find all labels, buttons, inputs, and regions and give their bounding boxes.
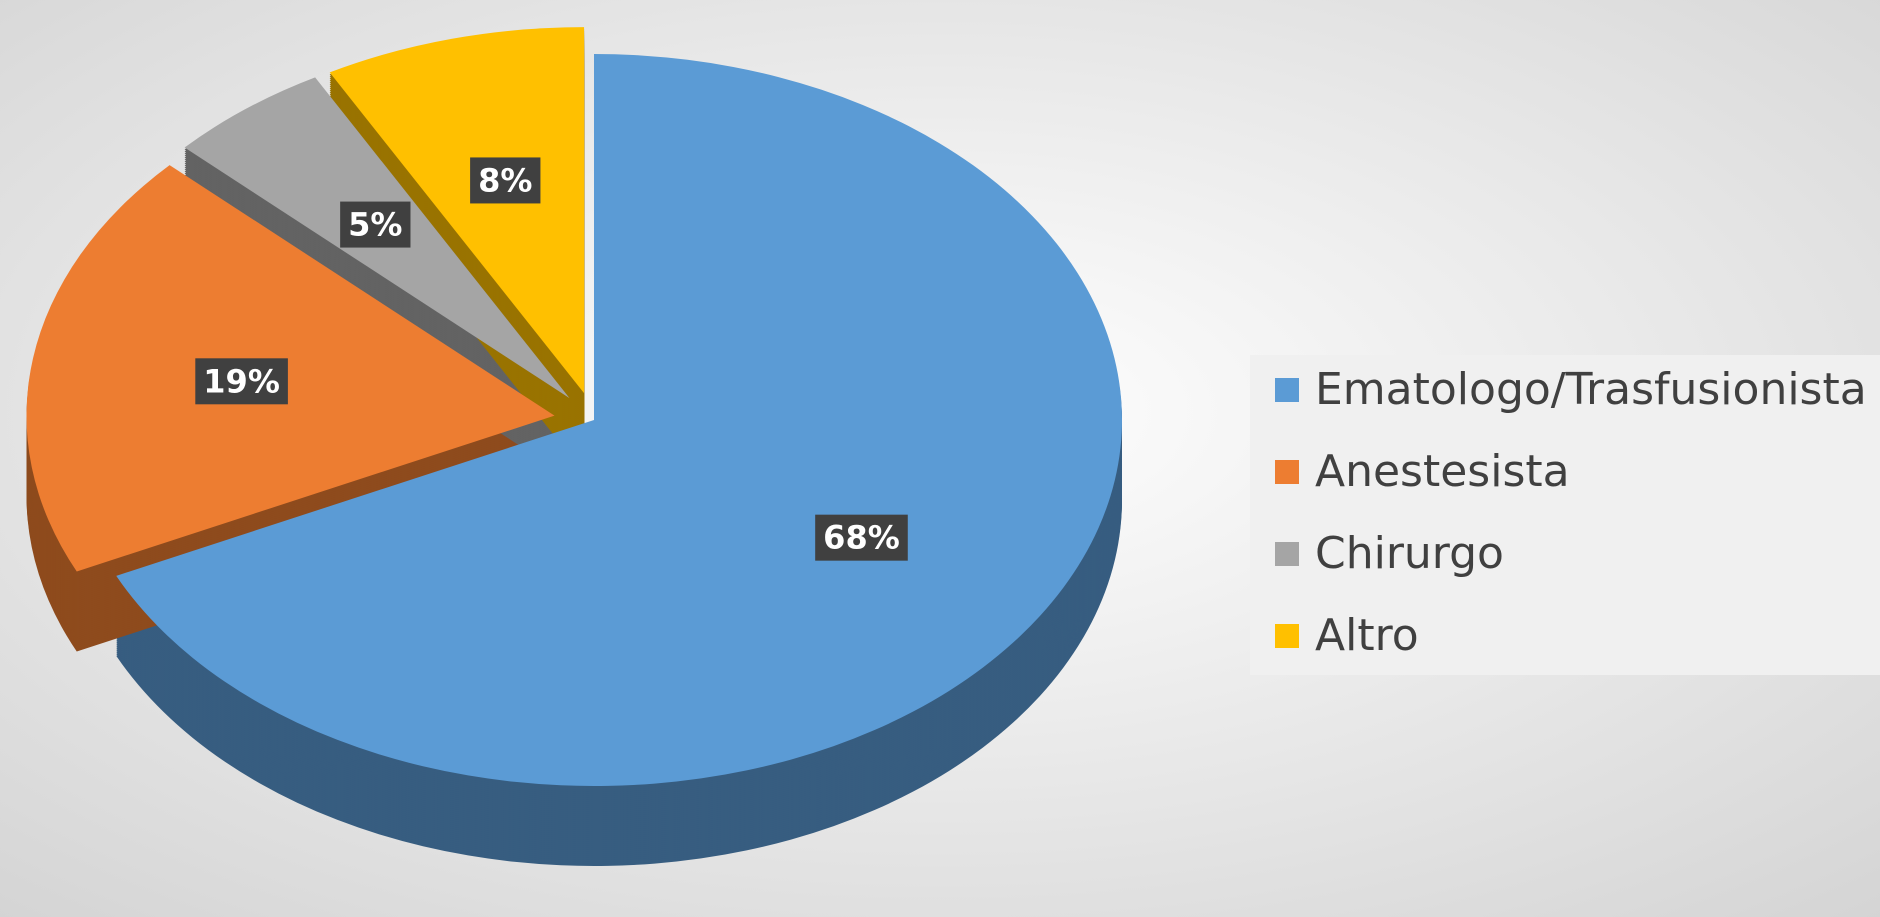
legend-swatch <box>1275 378 1299 402</box>
legend-swatch <box>1275 542 1299 566</box>
legend-label: Altro <box>1315 610 1419 661</box>
data-label-box <box>815 514 908 561</box>
data-label-box <box>195 358 288 405</box>
legend-label: Chirurgo <box>1315 528 1504 579</box>
legend-box <box>1250 355 1880 675</box>
data-label: 5% <box>348 206 402 244</box>
data-label-box <box>470 157 541 204</box>
data-label-box <box>340 201 411 248</box>
data-label: 19% <box>203 362 280 400</box>
legend-swatch <box>1275 460 1299 484</box>
data-labels: 68% 19% 5% 8% <box>195 157 908 561</box>
legend-swatch <box>1275 624 1299 648</box>
legend: Ematologo/Trasfusionista Anestesista Chiru… <box>1275 364 1867 661</box>
data-label: 68% <box>823 519 900 557</box>
legend-label: Anestesista <box>1315 446 1570 497</box>
slice <box>26 165 555 572</box>
data-label: 8% <box>478 161 532 199</box>
slice <box>329 27 585 394</box>
slice <box>116 54 1123 786</box>
legend-label: Ematologo/Trasfusionista <box>1315 364 1867 415</box>
